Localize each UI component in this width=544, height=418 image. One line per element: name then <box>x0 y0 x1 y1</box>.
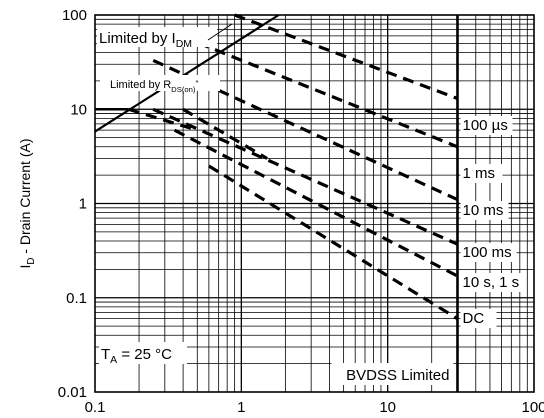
series-label: 1 ms <box>462 165 495 182</box>
x-tick-label: 10 <box>379 399 396 416</box>
rds-limit-line <box>94 14 280 133</box>
series-label-bg <box>460 164 503 183</box>
limited-idm-bg <box>97 27 217 47</box>
series-label-bg <box>460 243 517 262</box>
series-label: 10 s, 1 s <box>462 274 519 291</box>
series-label: 100 µs <box>462 117 507 134</box>
x-tick-label: 100 <box>521 399 544 416</box>
annotations: Limited by IDM Limited by RDS(on)* 100 µs 1… <box>97 23 527 385</box>
limited-rds-label: Limited by RDS(on)* <box>110 78 199 94</box>
x-tick-label: 1 <box>237 399 245 416</box>
ta-bg <box>99 342 187 364</box>
limited-rds-bg <box>100 75 220 91</box>
ta-label: TA = 25 °C <box>101 346 172 366</box>
bvdss-label: BVDSS Limited <box>346 367 449 384</box>
series-label: 10 ms <box>462 202 503 219</box>
series-label-bg <box>460 116 513 135</box>
dashed-curve <box>234 13 459 100</box>
y-tick-label: 0.01 <box>58 384 87 401</box>
series-label: 100 ms <box>462 244 511 261</box>
limited-idm-label: Limited by IDM <box>99 30 192 50</box>
x-tick-label: 0.1 <box>85 399 106 416</box>
dashed-curve <box>208 164 459 321</box>
series-label-bg <box>460 273 527 292</box>
dashed-curve <box>164 28 459 149</box>
series-label-bg <box>460 201 509 220</box>
y-tick-label: 100 <box>62 7 87 24</box>
dashed-segment <box>128 107 198 132</box>
idm-leader-line <box>207 23 233 41</box>
series-label-bg <box>460 309 497 328</box>
y-tick-label: 10 <box>70 101 87 118</box>
dashed-segment <box>182 107 268 160</box>
y-tick-label: 0.1 <box>66 290 87 307</box>
limit-lines <box>94 14 459 392</box>
series-label: DC <box>462 310 484 327</box>
dashed-curve <box>152 107 459 246</box>
data-series <box>128 13 459 321</box>
plot-frame <box>94 14 535 393</box>
y-axis-label: ID - Drain Current (A) <box>17 139 37 269</box>
bvdss-bg <box>331 363 454 385</box>
y-tick-label: 1 <box>79 196 87 213</box>
